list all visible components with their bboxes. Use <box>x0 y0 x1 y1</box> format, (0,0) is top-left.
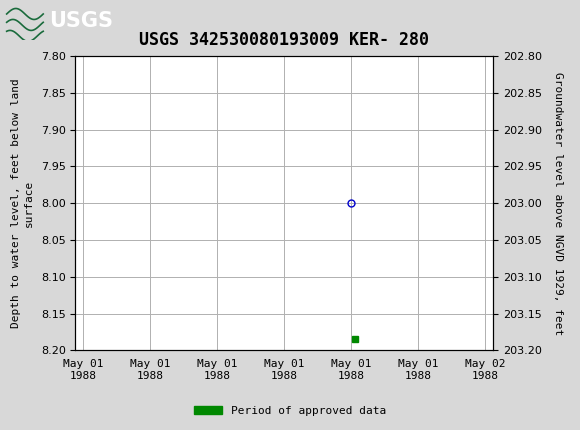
Y-axis label: Depth to water level, feet below land
surface: Depth to water level, feet below land su… <box>10 78 34 328</box>
Title: USGS 342530080193009 KER- 280: USGS 342530080193009 KER- 280 <box>139 31 429 49</box>
Text: USGS: USGS <box>49 11 113 31</box>
Y-axis label: Groundwater level above NGVD 1929, feet: Groundwater level above NGVD 1929, feet <box>553 71 563 335</box>
Legend: Period of approved data: Period of approved data <box>190 401 390 420</box>
